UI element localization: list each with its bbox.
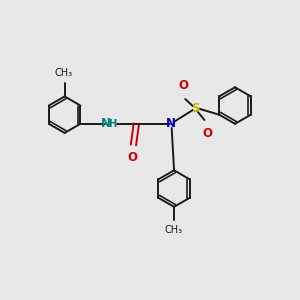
Text: CH₃: CH₃ bbox=[165, 225, 183, 235]
Text: S: S bbox=[191, 102, 200, 115]
Text: H: H bbox=[108, 119, 116, 129]
Text: N: N bbox=[101, 117, 111, 130]
Text: N: N bbox=[166, 117, 176, 130]
Text: O: O bbox=[178, 79, 188, 92]
Text: O: O bbox=[127, 152, 137, 164]
Text: O: O bbox=[202, 127, 212, 140]
Text: CH₃: CH₃ bbox=[54, 68, 72, 78]
